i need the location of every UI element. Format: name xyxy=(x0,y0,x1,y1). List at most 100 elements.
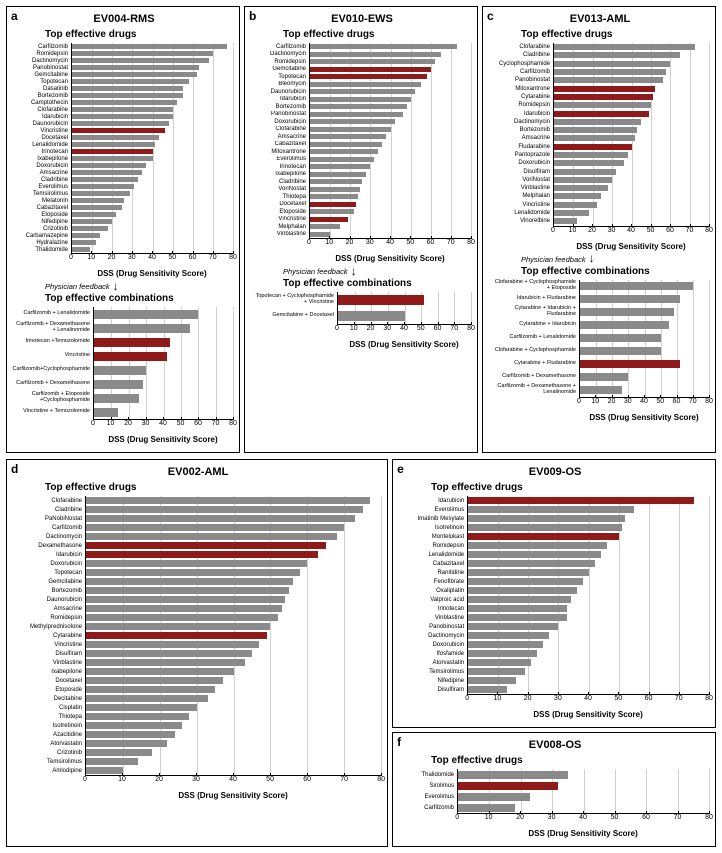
x-tick: 10 xyxy=(591,398,599,405)
bar xyxy=(72,65,199,70)
row-label: Ixabepilone xyxy=(253,171,309,179)
section-title-drugs: Top effective drugs xyxy=(401,755,709,766)
bar xyxy=(86,551,318,558)
bar xyxy=(86,731,175,738)
row-label: Ranitidine xyxy=(401,568,467,577)
panel-letter: e xyxy=(397,462,404,476)
panel-a: aEV004-RMSTop effective drugsCarfilzomib… xyxy=(6,6,240,453)
bar xyxy=(554,94,653,100)
x-tick: 80 xyxy=(467,239,475,246)
row-label: Cladribine xyxy=(253,178,309,186)
bar xyxy=(310,149,378,154)
bar xyxy=(580,295,680,303)
row-label: Docetaxel xyxy=(15,134,71,141)
row-label: Disulfiram xyxy=(401,685,467,694)
gridline xyxy=(709,43,710,226)
row-label: Carfilzomib xyxy=(253,43,309,51)
x-axis-label: DSS (Drug Sensitivity Score) xyxy=(93,435,233,444)
bar-chart: ClofarabineCladribinePaNobiNostatCarfilz… xyxy=(15,496,381,800)
bar xyxy=(468,569,588,576)
section-title-drugs: Top effective drugs xyxy=(15,482,381,493)
row-label: Vinorelbine xyxy=(491,217,553,225)
bar xyxy=(554,210,589,216)
row-label: Mitoxantrone xyxy=(253,148,309,156)
bar xyxy=(468,632,549,639)
x-tick: 40 xyxy=(229,776,237,783)
x-tick: 50 xyxy=(168,254,176,261)
row-label: Montelukast xyxy=(401,532,467,541)
bar xyxy=(310,134,386,139)
x-tick: 70 xyxy=(689,398,697,405)
bar xyxy=(468,506,634,513)
bar xyxy=(468,659,531,666)
row-label: Lenalidomide xyxy=(15,141,71,148)
bar xyxy=(554,119,641,125)
row-label: Methylprednisolone xyxy=(15,622,85,631)
section-title-drugs: Top effective drugs xyxy=(253,29,471,40)
panel-letter: b xyxy=(249,9,256,23)
row-label: Bortezomib xyxy=(253,103,309,111)
bar xyxy=(468,515,625,522)
row-label: Cabazitaxel xyxy=(253,141,309,149)
row-label: Lenalidomide xyxy=(401,550,467,559)
bar xyxy=(72,177,138,182)
row-label: Bortezomib xyxy=(15,586,85,595)
panel-title: EV010-EWS xyxy=(253,13,471,25)
bar xyxy=(72,156,153,161)
row-label: Clofarabine xyxy=(15,496,85,505)
row-label: Mitoxantrone xyxy=(491,84,553,92)
x-tick: 60 xyxy=(303,776,311,783)
bar xyxy=(580,321,669,329)
row-label: Nifedipine xyxy=(15,218,71,225)
bar xyxy=(554,44,695,50)
bar xyxy=(310,179,362,184)
row-label: Atorvastatin xyxy=(401,658,467,667)
x-tick: 20 xyxy=(516,814,524,821)
x-tick: 60 xyxy=(666,227,674,234)
gridline xyxy=(709,280,710,397)
row-label: Fenofibrate xyxy=(401,577,467,586)
bar xyxy=(86,605,282,612)
bar xyxy=(310,119,395,124)
row-label: Topotecan xyxy=(253,73,309,81)
row-label: VoriNostat xyxy=(491,176,553,184)
row-label: PaNobiNostat xyxy=(15,514,85,523)
x-axis-label: DSS (Drug Sensitivity Score) xyxy=(457,829,709,838)
row-label: Topotecan xyxy=(15,78,71,85)
row-label: Panobinostat xyxy=(15,64,71,71)
row-label: Romidepsin xyxy=(401,541,467,550)
row-label: Amsacrine xyxy=(253,133,309,141)
row-label: Cabazitaxel xyxy=(401,559,467,568)
x-tick: 60 xyxy=(642,814,650,821)
x-axis-label: DSS (Drug Sensitivity Score) xyxy=(337,340,471,349)
row-label: Daunorubicin xyxy=(15,120,71,127)
physician-feedback: Physician feedback↓ xyxy=(283,267,471,276)
arrow-down-icon: ↓ xyxy=(589,255,595,262)
row-label: Cytarabine xyxy=(15,631,85,640)
bar xyxy=(310,104,407,109)
bar xyxy=(310,74,427,79)
row-label: Nifedipine xyxy=(401,676,467,685)
gridline xyxy=(471,292,472,324)
x-tick: 50 xyxy=(406,239,414,246)
x-tick: 0 xyxy=(69,254,73,261)
bar xyxy=(468,542,606,549)
x-tick: 10 xyxy=(569,227,577,234)
x-tick: 50 xyxy=(177,420,185,427)
bar xyxy=(94,366,146,375)
row-label: Clofarabine xyxy=(253,126,309,134)
row-label: Vincristine + Temozolomide xyxy=(15,405,93,419)
panel-title: EV002-AML xyxy=(15,466,381,478)
panel-e: eEV009-OSTop effective drugsIdarubicinEv… xyxy=(392,459,716,728)
x-tick: 70 xyxy=(447,239,455,246)
row-label: VoriNostat xyxy=(253,186,309,194)
row-label: Clofarabine + Cyclophosphamide + Etoposi… xyxy=(491,280,579,293)
row-label: Dactinomycin xyxy=(15,57,71,64)
bar xyxy=(72,170,142,175)
row-label: Carfilzomib xyxy=(401,802,457,813)
x-tick: 50 xyxy=(611,814,619,821)
bar xyxy=(86,740,167,747)
x-tick: 0 xyxy=(91,420,95,427)
bar xyxy=(554,135,635,141)
row-label: Vinblastine xyxy=(15,658,85,667)
